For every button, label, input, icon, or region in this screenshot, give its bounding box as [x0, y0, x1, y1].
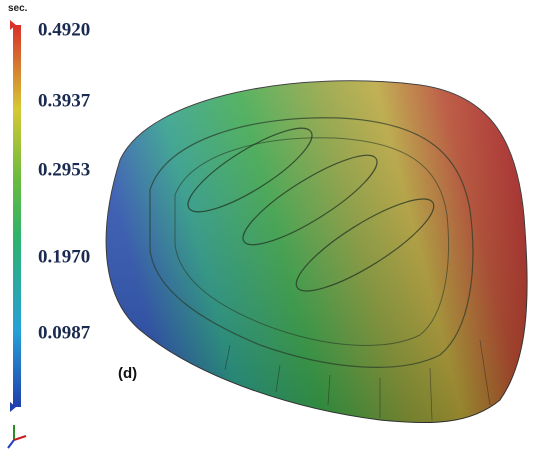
color-scale: sec. 0.4920 0.3937 0.2953 0.1970 0.0987: [8, 3, 91, 412]
axis-triad: [8, 425, 26, 448]
panel-label: (d): [118, 365, 137, 382]
screenshot: sec. 0.4920 0.3937 0.2953 0.1970 0.0987: [0, 0, 539, 458]
part-shade: [106, 81, 527, 423]
scale-label: 0.4920: [38, 19, 90, 40]
color-bar: [13, 25, 21, 407]
scale-label: 0.2953: [38, 159, 90, 180]
scale-label: 0.3937: [38, 90, 91, 111]
unit-label: sec.: [8, 3, 28, 14]
part-model: [106, 81, 527, 423]
scale-label: 0.0987: [38, 322, 91, 343]
scale-label: 0.1970: [38, 246, 90, 267]
